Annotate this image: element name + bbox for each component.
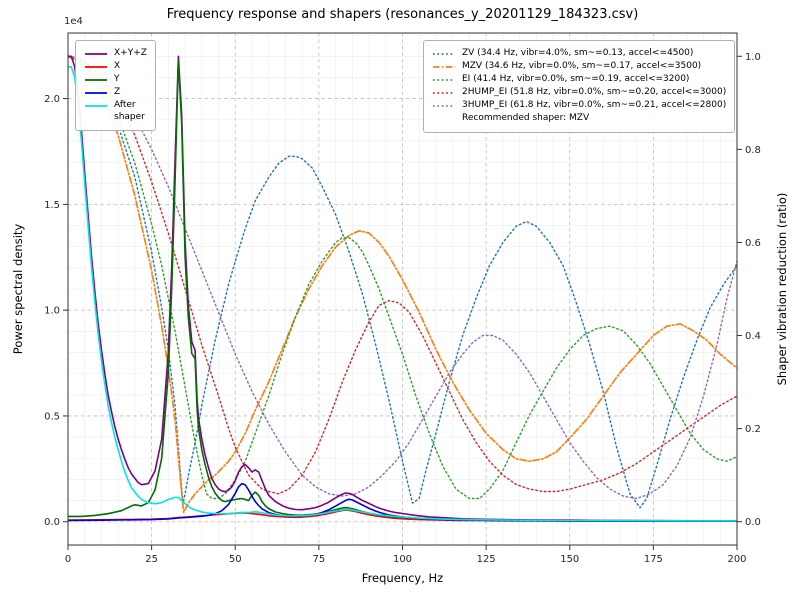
legend-line-swatch bbox=[85, 65, 107, 68]
legend-item: 3HUMP_EI (61.8 Hz, vibr=0.0%, sm~=0.21, … bbox=[432, 100, 726, 112]
right-axis-label: Shaper vibration reduction (ratio) bbox=[775, 192, 789, 386]
y-left-tick-label: 2.0 bbox=[44, 94, 60, 105]
legend-label: ZV (34.4 Hz, vibr=4.0%, sm~=0.13, accel<… bbox=[462, 47, 694, 58]
legend-label: 2HUMP_EI (51.8 Hz, vibr=0.0%, sm~=0.20, … bbox=[462, 87, 727, 98]
legend-line-swatch bbox=[433, 52, 455, 55]
legend-line-swatch bbox=[85, 92, 107, 94]
legend-shapers: ZV (34.4 Hz, vibr=4.0%, sm~=0.13, accel<… bbox=[423, 40, 736, 133]
legend-line-swatch bbox=[85, 52, 107, 55]
x-tick-label: 25 bbox=[145, 554, 158, 565]
legend-psd: X+Y+Z X Y Z After shaper bbox=[75, 40, 156, 132]
series-zv bbox=[68, 55, 737, 509]
legend-line-swatch bbox=[85, 105, 107, 108]
legend-item: 2HUMP_EI (51.8 Hz, vibr=0.0%, sm~=0.20, … bbox=[432, 87, 726, 99]
legend-item: X bbox=[84, 61, 147, 73]
x-tick-label: 0 bbox=[65, 554, 71, 565]
legend-line-swatch bbox=[433, 65, 455, 68]
legend-line-swatch bbox=[85, 78, 107, 81]
legend-item: Recommended shaper: MZV bbox=[432, 113, 726, 125]
legend-label: EI (41.4 Hz, vibr=0.0%, sm~=0.19, accel<… bbox=[462, 73, 690, 84]
series-ei bbox=[68, 55, 737, 500]
legend-label: Z bbox=[114, 87, 121, 98]
left-axis-label: Power spectral density bbox=[11, 223, 25, 355]
x-tick-label: 200 bbox=[727, 554, 746, 565]
y-left-tick-label: 0.0 bbox=[44, 517, 60, 528]
legend-label: X bbox=[114, 60, 121, 71]
legend-label: 3HUMP_EI (61.8 Hz, vibr=0.0%, sm~=0.21, … bbox=[462, 100, 727, 111]
legend-item: MZV (34.6 Hz, vibr=0.0%, sm~=0.17, accel… bbox=[432, 61, 726, 73]
series-x+y+z bbox=[68, 55, 737, 522]
x-tick-label: 50 bbox=[229, 554, 242, 565]
y-left-tick-label: 1.0 bbox=[44, 306, 60, 317]
legend-item: Z bbox=[84, 87, 147, 99]
legend-item: ZV (34.4 Hz, vibr=4.0%, sm~=0.13, accel<… bbox=[432, 48, 726, 60]
legend-item: Y bbox=[84, 74, 147, 86]
y-right-tick-label: 0.6 bbox=[745, 238, 761, 249]
legend-label: Recommended shaper: MZV bbox=[462, 113, 590, 124]
y-left-tick-label: 1.5 bbox=[44, 200, 60, 211]
legend-label: After shaper bbox=[114, 100, 145, 122]
y-right-tick-label: 0.2 bbox=[745, 424, 761, 435]
legend-label: X+Y+Z bbox=[114, 47, 147, 58]
legend-item: EI (41.4 Hz, vibr=0.0%, sm~=0.19, accel<… bbox=[432, 74, 726, 86]
y-right-tick-label: 0.8 bbox=[745, 145, 761, 156]
legend-item: After shaper bbox=[84, 100, 147, 123]
y-axis-offset-text: 1e4 bbox=[64, 16, 83, 27]
y-left-tick-label: 0.5 bbox=[44, 411, 60, 422]
x-axis-label: Frequency, Hz bbox=[361, 571, 444, 585]
legend-line-swatch bbox=[433, 78, 455, 81]
y-right-tick-label: 1.0 bbox=[745, 52, 761, 63]
series-2hump_ei bbox=[68, 55, 737, 495]
y-right-tick-label: 0.0 bbox=[745, 517, 761, 528]
x-tick-label: 125 bbox=[477, 554, 496, 565]
legend-label: MZV (34.6 Hz, vibr=0.0%, sm~=0.17, accel… bbox=[462, 60, 702, 71]
series-3hump_ei bbox=[68, 55, 737, 500]
y-right-tick-label: 0.4 bbox=[745, 331, 761, 342]
x-tick-label: 175 bbox=[644, 554, 663, 565]
chart-title: Frequency response and shapers (resonanc… bbox=[166, 7, 639, 22]
legend-label: Y bbox=[114, 73, 120, 84]
series-after-shaper bbox=[68, 66, 737, 522]
series-mzv bbox=[68, 55, 737, 514]
legend-line-swatch bbox=[433, 105, 455, 108]
legend-item: X+Y+Z bbox=[84, 48, 147, 60]
x-tick-label: 100 bbox=[393, 554, 412, 565]
x-tick-label: 75 bbox=[313, 554, 326, 565]
x-tick-label: 150 bbox=[560, 554, 579, 565]
legend-line-swatch bbox=[433, 92, 455, 94]
